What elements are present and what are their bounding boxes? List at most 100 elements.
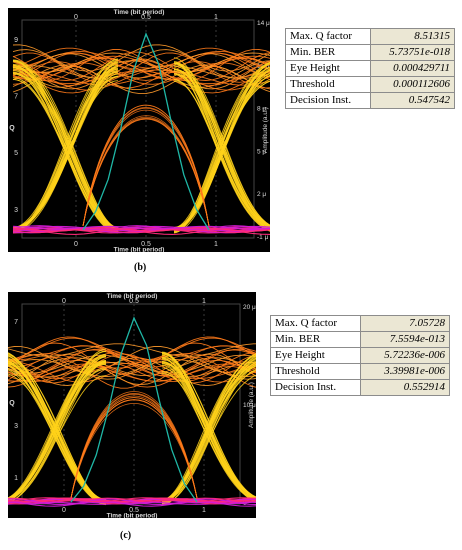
metric-value: 7.05728 [360,315,450,332]
eye-trace-low [12,225,270,230]
y-right-tick-label: 20 μ [243,304,256,311]
eye-trace-arc [82,107,210,227]
eye-trace-arc [70,403,198,499]
eye-trace-crossing [161,357,256,505]
eye-trace-high [12,51,270,81]
y-left-tick-label: 7 [14,319,18,326]
eye-trace-high [8,349,256,376]
y-right-axis-title: Amplitude (a.u.) [248,382,255,428]
eye-trace-high [12,71,270,86]
x-axis-title-top: Time (bit period) [114,9,165,16]
y-right-axis-title: Amplitude (a.u.) [262,107,269,153]
eye-trace-high [12,65,270,95]
y-right-tick-label: 8 μ [257,106,266,113]
y-right-tick-label: -1 μ [257,234,269,241]
x-tick-label-top: 0.5 [141,14,151,21]
eye-trace-high [8,353,256,369]
eye-trace-high [8,354,256,374]
metrics-table-c: Max. Q factor 7.05728 Min. BER 7.5594e-013… [269,315,450,396]
metric-label: Decision Inst. [284,92,372,109]
metrics-row: Decision Inst. 0.547542 [284,92,455,109]
x-tick-label-bottom: 1 [214,241,218,248]
eye-trace-arc [82,109,210,227]
y-left-tick-label: 3 [14,423,18,430]
eye-trace-crossing [8,361,107,501]
eye-trace-arc [82,117,210,227]
q-factor-curve [82,32,210,231]
eye-trace-arc [70,397,198,499]
eye-trace-arc [70,395,198,499]
metric-label: Min. BER [284,44,372,61]
eye-trace-high [12,49,270,82]
eye-trace-crossing [173,73,270,233]
eye-trace-high [8,353,256,384]
eye-trace-low [8,498,256,506]
eye-trace-crossing [12,63,119,228]
x-tick-label-bottom: 0 [74,241,78,248]
x-axis-title-top: Time (bit period) [107,293,158,300]
metric-label: Threshold [284,76,372,93]
eye-trace-arc [70,397,198,499]
eye-trace-arc [82,118,210,227]
eye-diagram-b-svg: 0 0 0.5 0.5 1 1 Time (bit period) Time (bit per… [9,9,270,252]
y-right-tick-label: 2 μ [257,191,266,198]
metrics-table-b: Max. Q factor 8.51315 Min. BER 5.73751e-01… [284,28,455,109]
eye-trace-high [12,52,270,81]
x-tick-label-bottom: 0 [62,507,66,514]
eye-trace-low [8,501,256,507]
eye-trace-high [8,348,256,377]
metric-label: Decision Inst. [269,379,362,396]
eye-trace-crossing [173,63,270,231]
eye-trace-crossing [161,365,256,500]
eye-trace-low [8,497,256,503]
x-tick-label-bottom: 0.5 [129,507,139,514]
metric-value: 7.5594e-013 [360,331,450,348]
plot-frame [21,303,241,505]
y-left-axis-title: Q [9,125,15,132]
x-tick-label-top: 0 [62,298,66,305]
eye-trace-low [12,225,270,231]
x-tick-label-bottom: 1 [202,507,206,514]
eye-trace-crossing [8,355,107,505]
y-left-tick-label: 5 [14,150,18,157]
eye-trace-high [12,62,270,85]
y-left-tick-label: 3 [14,207,18,214]
metrics-row: Min. BER 7.5594e-013 [269,331,450,348]
eye-trace-high [8,337,256,361]
metric-value: 0.000112606 [370,76,455,93]
eye-trace-high [12,65,270,79]
metric-label: Eye Height [284,60,372,77]
eye-trace-high [8,363,256,382]
metric-value: 0.552914 [360,379,450,396]
metric-label: Max. Q factor [269,315,362,332]
eye-trace-crossing [8,358,107,504]
eye-trace-high [8,343,256,357]
x-axis-title-bottom: Time (bit period) [107,513,158,519]
eye-trace-low [12,227,270,232]
eye-trace-low [12,225,270,230]
x-tick-label-bottom: 0.5 [141,241,151,248]
eye-trace-crossing [173,66,270,228]
metrics-row: Max. Q factor 8.51315 [284,28,455,45]
metric-value: 5.73751e-018 [370,44,455,61]
metric-label: Threshold [269,363,362,380]
eye-trace-high [12,53,270,79]
metric-value: 0.000429711 [370,60,455,77]
eye-trace-crossing [161,359,256,504]
y-left-tick-label: 1 [14,475,18,482]
metrics-row: Max. Q factor 7.05728 [269,315,450,332]
panel-caption-c: (c) [120,530,132,541]
eye-trace-high [12,69,270,91]
metric-label: Max. Q factor [284,28,372,45]
eye-trace-arc [82,116,210,227]
eye-trace-high [8,342,256,375]
metric-label: Eye Height [269,347,362,364]
eye-trace-crossing [12,61,119,231]
metrics-row: Decision Inst. 0.552914 [269,379,450,396]
eye-trace-crossing [12,69,119,233]
x-tick-label-top: 1 [202,298,206,305]
metric-label: Min. BER [269,331,362,348]
plot-frame [21,19,255,239]
eye-trace-crossing [161,362,256,501]
panel-caption-b: (b) [134,262,147,273]
